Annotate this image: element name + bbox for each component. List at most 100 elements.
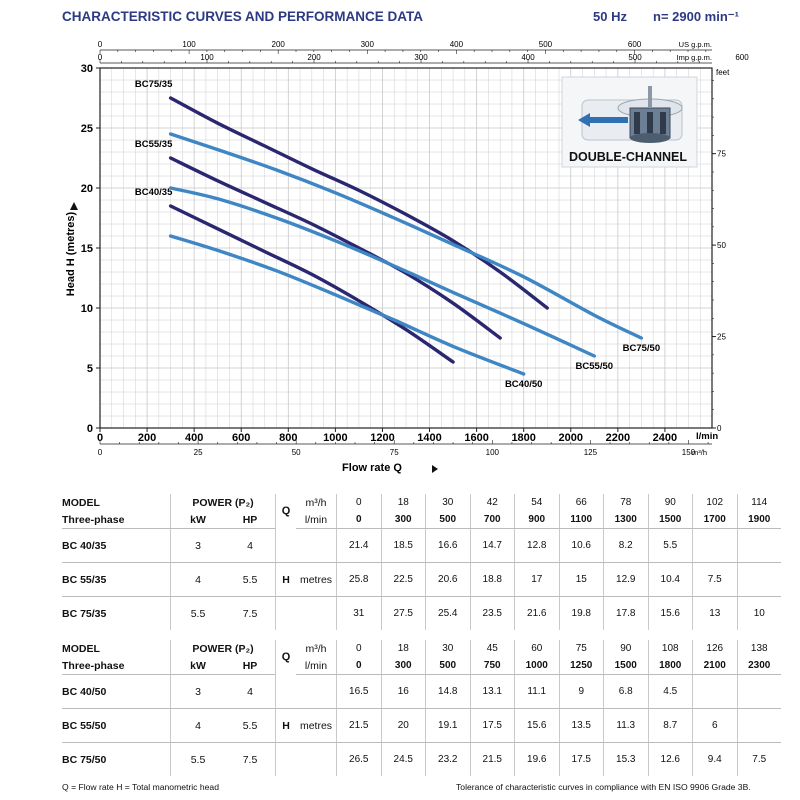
x-tick-label: 1600 [464, 432, 488, 444]
table-lmin-cell: 2300 [736, 657, 781, 675]
x-tick-label: 1200 [370, 432, 394, 444]
feet-unit-label: feet [716, 68, 730, 77]
table-m3h-cell: 18 [380, 494, 426, 511]
table-m3h-cell: 30 [425, 640, 470, 657]
table-header-model: MODEL [62, 496, 100, 509]
head-value: 23.2 [425, 742, 470, 776]
head-value: 20.6 [425, 562, 470, 597]
table-lmin-cell: 1900 [736, 511, 781, 529]
x-tick-label: 2400 [653, 432, 677, 444]
table-m3h-cell: 0 [336, 494, 381, 511]
imp-gpm-tick-label: 300 [414, 53, 428, 62]
x-tick-label: 2000 [559, 432, 583, 444]
head-value: 7.5 [736, 742, 781, 776]
h-label: H [275, 708, 296, 743]
x-tick-label: 1800 [511, 432, 535, 444]
model-name: BC 75/35 [62, 607, 107, 620]
imp-gpm-tick-label: 0 [98, 53, 103, 62]
table-m3h-cell: 78 [603, 494, 648, 511]
us-gpm-unit: US g.p.m. [679, 40, 712, 49]
y-tick-label: 15 [81, 243, 93, 255]
performance-table-35: MODEL POWER (P₂) Q m³/h 0 18 30 42 54 66… [62, 494, 781, 630]
curve-label: BC40/35 [135, 187, 173, 198]
head-value: 15.6 [514, 708, 559, 743]
head-value: 21.5 [336, 708, 381, 743]
table-row: BC 40/50 3 4 16.5 16 14.8 13.1 11.1 9 6.… [62, 674, 781, 709]
head-value: 21.4 [336, 528, 381, 563]
m3h-tick-label: 0 [98, 448, 103, 457]
head-value: 25.8 [336, 562, 381, 597]
head-value: 8.7 [647, 708, 693, 743]
table-header-phase: Three-phase [62, 657, 171, 675]
head-value [736, 528, 781, 563]
table-m3h-cell: 54 [514, 494, 559, 511]
table-lmin-cell: 300 [380, 511, 426, 529]
table-row: BC 40/35 3 4 21.4 18.5 16.6 14.7 12.8 10… [62, 528, 781, 563]
m3h-tick-label: 25 [194, 448, 203, 457]
head-value: 18.8 [469, 562, 515, 597]
table-lmin-cell: 1500 [647, 511, 693, 529]
head-value: 9.4 [692, 742, 737, 776]
curve-label: BC55/50 [576, 361, 614, 372]
us-gpm-tick-label: 100 [182, 40, 196, 49]
imp-gpm-tick-label: 500 [628, 53, 642, 62]
head-value: 12.9 [603, 562, 648, 597]
h-label: H [275, 562, 296, 597]
y-tick-label: 20 [81, 183, 93, 195]
table-header-lmin: l/min [296, 511, 337, 529]
model-name: BC 55/35 [62, 562, 171, 597]
table-row: BC 75/35 5.5 7.5 31 27.5 25.4 23.5 21.6 … [62, 596, 781, 630]
h-unit: metres [296, 562, 337, 597]
table-m3h-cell: 66 [558, 494, 604, 511]
head-value: 21.6 [514, 596, 559, 630]
table-row: BC 75/50 5.5 7.5 26.5 24.5 23.2 21.5 19.… [62, 742, 781, 776]
table-lmin-cell: 300 [380, 657, 426, 675]
table-header-kw: kW [170, 657, 225, 675]
table-m3h-cell: 90 [603, 640, 648, 657]
table-header-q: Q [275, 494, 296, 529]
feet-tick-label: 25 [717, 333, 726, 342]
x-tick-label: 1400 [417, 432, 441, 444]
us-gpm-tick-label: 400 [450, 40, 464, 49]
chart-title: CHARACTERISTIC CURVES AND PERFORMANCE DA… [62, 9, 423, 24]
head-value: 17.5 [558, 742, 604, 776]
curve-bc55-35 [168, 156, 502, 340]
y-tick-label: 5 [87, 363, 93, 375]
model-name: BC 40/50 [62, 674, 171, 709]
us-gpm-tick-label: 0 [98, 40, 103, 49]
head-value: 19.6 [514, 742, 559, 776]
table-m3h-cell: 45 [469, 640, 515, 657]
head-value: 17.8 [603, 596, 648, 630]
double-channel-badge: DOUBLE-CHANNEL [561, 76, 698, 168]
head-value: 12.8 [514, 528, 559, 563]
head-value [736, 708, 781, 743]
footnote-legend: Q = Flow rate H = Total manometric head [62, 782, 219, 792]
head-value [736, 674, 781, 709]
impeller-icon [578, 86, 683, 143]
y-tick-label: 10 [81, 303, 93, 315]
feet-tick-label: 75 [717, 150, 726, 159]
head-value [692, 528, 737, 563]
m3h-tick-label: 50 [292, 448, 301, 457]
head-value: 14.7 [469, 528, 515, 563]
curve-bc40-35 [168, 204, 455, 364]
head-value: 16.5 [336, 674, 381, 709]
head-value: 4.5 [647, 674, 693, 709]
y-axis-arrow [70, 202, 78, 210]
table-header-m3h: m³/h [305, 496, 327, 509]
table-m3h-cell: 18 [380, 640, 426, 657]
table-row: BC 55/50 4 5.5 H metres 21.5 20 19.1 17.… [62, 708, 781, 743]
model-name: BC 40/35 [62, 528, 171, 563]
curve-label: BC75/35 [135, 79, 173, 90]
power-kw: 4 [170, 562, 225, 597]
speed-label: n= 2900 min⁻¹ [653, 9, 739, 24]
curve-label: BC75/50 [623, 343, 661, 354]
table-lmin-cell: 1250 [558, 657, 604, 675]
y-tick-label: 25 [81, 123, 93, 135]
power-hp: 7.5 [242, 607, 258, 620]
table-lmin-cell: 0 [336, 511, 381, 529]
table-lmin-cell: 750 [469, 657, 515, 675]
head-value: 14.8 [425, 674, 470, 709]
y-tick-label: 0 [87, 423, 93, 435]
head-value: 26.5 [336, 742, 381, 776]
